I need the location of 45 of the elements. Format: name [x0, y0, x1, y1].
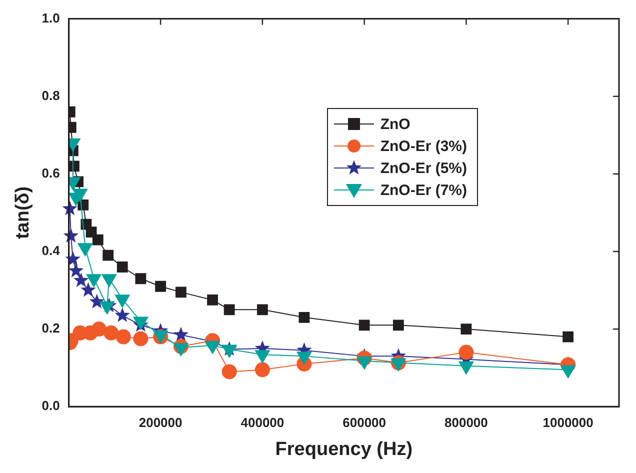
point	[458, 344, 474, 360]
point	[73, 272, 89, 288]
point	[155, 280, 166, 292]
point	[116, 329, 131, 344]
point	[104, 325, 119, 340]
point	[135, 273, 146, 284]
x-tick-label: 800000	[444, 414, 488, 430]
legend-label: ZnO-Er (7%)	[380, 182, 467, 198]
point	[102, 250, 114, 261]
point	[562, 331, 574, 342]
y-axis-title: tan(δ)	[12, 186, 34, 240]
y-tick-label: 1.0	[42, 10, 60, 26]
x-axis-title: Frequency (Hz)	[275, 438, 413, 460]
x-tick-label: 1000000	[542, 414, 594, 430]
point	[254, 362, 270, 378]
point	[392, 320, 404, 331]
point	[256, 304, 268, 316]
legend-label: ZnO-Er (5%)	[380, 160, 467, 176]
y-tick-label: 0.8	[42, 88, 60, 103]
point	[358, 320, 370, 331]
point	[92, 234, 104, 246]
point	[207, 294, 218, 306]
point	[224, 304, 235, 316]
point	[80, 282, 96, 297]
point	[298, 312, 310, 323]
point	[68, 262, 84, 278]
point	[460, 324, 472, 334]
point	[173, 326, 189, 342]
legend-label: ZnO-Er (3%)	[380, 138, 467, 154]
point	[116, 262, 128, 272]
x-tick-label: 600000	[342, 414, 386, 430]
point	[114, 307, 130, 322]
x-tick-label: 400000	[240, 414, 284, 430]
x-tick-label: 200000	[138, 414, 182, 430]
point	[89, 294, 104, 308]
y-tick-label: 0.6	[42, 166, 60, 180]
legend-label: ZnO	[380, 116, 410, 132]
point	[65, 251, 81, 266]
point	[175, 286, 186, 298]
point	[133, 331, 148, 346]
point	[222, 364, 237, 380]
y-tick-label: 0.2	[42, 320, 60, 336]
y-tick-label: 0.0	[42, 398, 60, 414]
point	[91, 322, 106, 337]
y-tick-label: 0.4	[42, 243, 61, 258]
